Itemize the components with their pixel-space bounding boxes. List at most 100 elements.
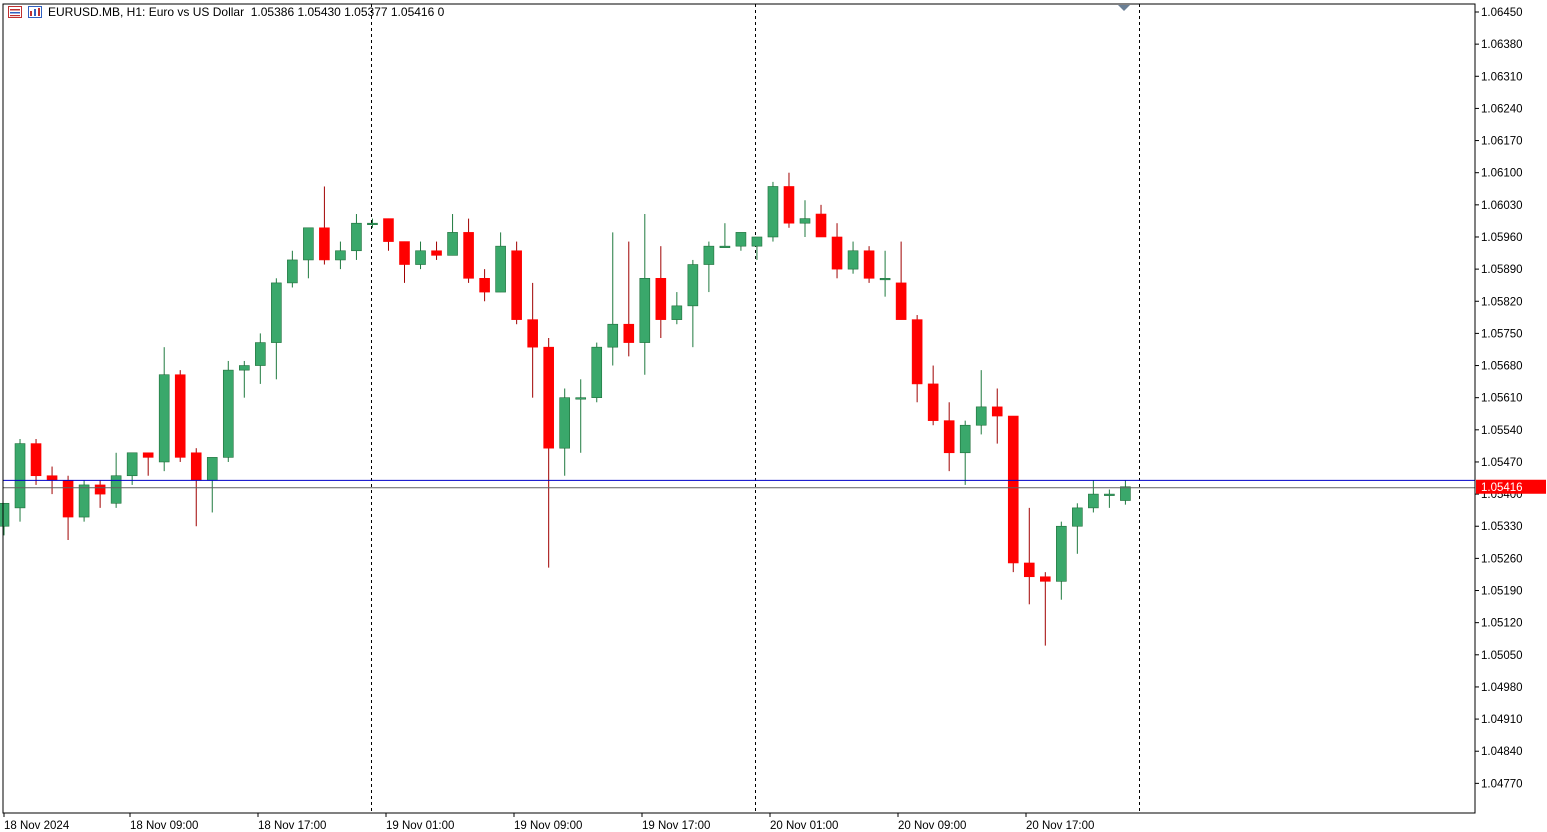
candle-body <box>239 365 250 371</box>
candle-body <box>975 406 987 426</box>
candle <box>751 236 763 260</box>
y-tick-label: 1.05680 <box>1481 361 1523 373</box>
candle-body <box>158 374 170 463</box>
candle-body <box>30 443 42 477</box>
y-tick-label: 1.04980 <box>1481 682 1523 694</box>
y-tick-label: 1.06030 <box>1481 200 1523 212</box>
candle <box>1072 503 1083 554</box>
candle-body <box>1023 562 1035 578</box>
candle-body <box>527 319 538 348</box>
x-tick-label: 19 Nov 09:00 <box>514 820 582 832</box>
candle-body <box>1007 415 1019 564</box>
candle-body <box>1104 493 1115 496</box>
candle <box>959 420 971 485</box>
candle-body <box>255 342 266 366</box>
candle-body <box>495 245 506 293</box>
volume-value: 0 <box>437 5 445 19</box>
candle-body <box>719 245 731 248</box>
time-axis: 18 Nov 2024 18 Nov 09:00 18 Nov 17:00 19 No… <box>3 813 1094 832</box>
candle-body <box>927 383 939 421</box>
candle-body <box>655 278 667 320</box>
candle-body <box>895 282 907 320</box>
candle-body <box>271 282 282 343</box>
candles <box>0 172 1131 646</box>
candle <box>351 214 362 260</box>
candle-body <box>479 278 490 293</box>
candle-body <box>351 222 362 252</box>
y-tick-label: 1.04770 <box>1481 778 1523 790</box>
candle <box>174 370 186 462</box>
candle <box>799 200 811 237</box>
candle-body <box>415 250 426 265</box>
candle <box>431 241 442 260</box>
candle <box>991 388 1003 444</box>
candle-body <box>174 374 186 458</box>
y-tick-label: 1.05190 <box>1481 586 1523 598</box>
current-price-label: 1.05416 <box>1481 482 1523 494</box>
candle-body <box>367 222 378 226</box>
candle <box>479 269 490 302</box>
candle-body <box>511 250 522 320</box>
candle <box>895 241 907 320</box>
chart-shift-marker[interactable] <box>1118 5 1130 11</box>
candle <box>1023 507 1035 605</box>
y-tick-label: 1.05610 <box>1481 393 1523 405</box>
candle <box>447 214 458 256</box>
y-tick-label: 1.06170 <box>1481 136 1523 148</box>
candle <box>591 342 603 403</box>
candle-body <box>687 264 699 307</box>
candle <box>255 333 266 384</box>
candle <box>607 232 619 366</box>
axes <box>2 3 1476 814</box>
candle-body <box>735 232 747 247</box>
candle <box>975 370 987 435</box>
candle-body <box>222 369 234 458</box>
candle <box>719 223 731 248</box>
candle-body <box>303 227 314 261</box>
candle <box>287 250 298 288</box>
x-tick-label: 19 Nov 17:00 <box>642 820 710 832</box>
candle-body <box>879 278 891 281</box>
chart-window-icon[interactable] <box>28 6 42 18</box>
symbol-label: EURUSD.MB, H1: <box>48 5 146 19</box>
candle-body <box>1072 507 1083 527</box>
candle-body <box>799 218 811 224</box>
candle-body <box>767 186 779 238</box>
y-tick-label: 1.06240 <box>1481 103 1523 115</box>
price-axis: 1.06450 1.06380 1.06310 1.06240 1.06170 1.061… <box>1475 7 1546 790</box>
chart-list-icon[interactable] <box>8 6 22 18</box>
candle-body <box>623 323 635 343</box>
y-tick-label: 1.05960 <box>1481 232 1523 244</box>
plot-frame <box>2 3 1476 814</box>
candle <box>1088 480 1099 513</box>
candle <box>495 232 506 293</box>
chart-header: EURUSD.MB, H1: Euro vs US Dollar 1.05386… <box>8 4 444 20</box>
candle <box>1007 415 1019 573</box>
candle-body <box>463 232 474 279</box>
candle <box>879 250 891 297</box>
candle <box>1040 572 1051 646</box>
candle-body <box>607 323 619 348</box>
y-tick-label: 1.05470 <box>1481 457 1523 469</box>
candle <box>0 502 10 536</box>
candle <box>62 475 74 541</box>
candle-body <box>46 475 58 481</box>
x-tick-label: 19 Nov 01:00 <box>386 820 454 832</box>
candle-body <box>94 484 106 495</box>
candle-body <box>1120 486 1131 501</box>
y-tick-label: 1.06310 <box>1481 71 1523 83</box>
y-tick-label: 1.04910 <box>1481 714 1523 726</box>
candle <box>655 246 667 338</box>
candle-body <box>1056 525 1067 582</box>
candle <box>735 232 747 251</box>
x-tick-label: 20 Nov 17:00 <box>1026 820 1094 832</box>
candle-body <box>847 250 859 270</box>
y-tick-label: 1.04840 <box>1481 746 1523 758</box>
current-price-label-bg <box>1476 479 1546 494</box>
candle <box>639 214 651 375</box>
x-tick-label: 18 Nov 17:00 <box>258 820 326 832</box>
candle-body <box>671 305 683 320</box>
candle <box>335 241 346 270</box>
candle <box>222 360 234 462</box>
